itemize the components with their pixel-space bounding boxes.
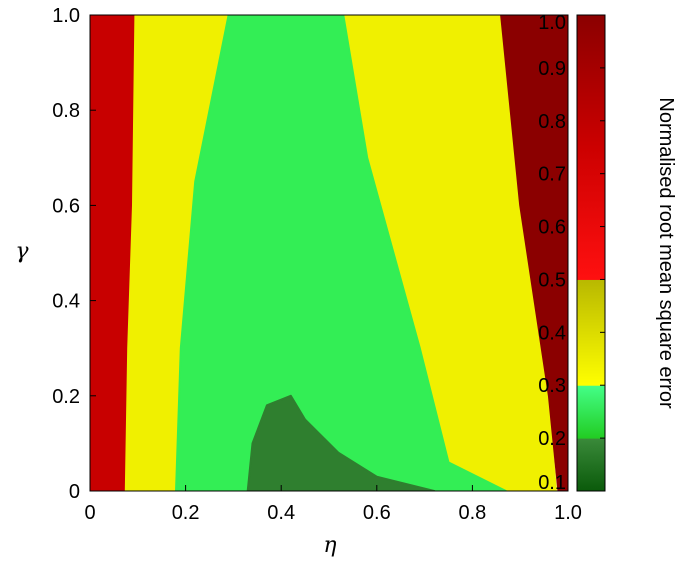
y-axis-label: γ [15, 239, 29, 264]
heatmap-regions [90, 15, 568, 491]
x-axis-label: η [323, 533, 336, 558]
colorbar-frame [576, 14, 606, 492]
x-tick-label: 0.2 [172, 502, 200, 524]
colorbar-tick-label: 0.9 [538, 58, 566, 80]
x-tick-label: 1.0 [554, 502, 582, 524]
x-axis: 0 0.2 0.4 0.6 0.8 1.0 [84, 485, 582, 524]
colorbar-band [577, 438, 605, 492]
y-axis: 0 0.2 0.4 0.6 0.8 1.0 [52, 5, 96, 503]
x-tick-label: 0.4 [267, 502, 295, 524]
colorbar-tick-label: 0.3 [538, 375, 566, 397]
colorbar: 0.1 0.2 0.3 0.4 0.5 0.6 0.7 0.8 0.9 1.0 [538, 12, 606, 494]
x-tick-label: 0.8 [458, 502, 486, 524]
colorbar-tick-label: 0.8 [538, 111, 566, 133]
colorbar-band [577, 385, 605, 439]
region-error-below-0.2 [246, 394, 436, 491]
colorbar-tick-label: 0.6 [538, 217, 566, 239]
colorbar-band [577, 15, 605, 148]
colorbar-band [577, 147, 605, 280]
y-tick-label: 1.0 [52, 5, 80, 27]
y-tick-label: 0.8 [52, 100, 80, 122]
plot-frame [89, 14, 569, 492]
y-tick-label: 0.6 [52, 195, 80, 217]
region-error-above-0.5-high-eta [500, 15, 568, 491]
colorbar-tick-label: 0.5 [538, 269, 566, 291]
region-error-0.2-0.3 [175, 15, 507, 491]
colorbar-title: Normalised root mean square error [655, 97, 677, 409]
colorbar-tick-label: 0.4 [538, 322, 566, 344]
y-tick-label: 0.2 [52, 386, 80, 408]
colorbar-tick-label: 0.7 [538, 164, 566, 186]
y-tick-label: 0 [69, 481, 80, 503]
colorbar-tick-label: 1.0 [538, 12, 566, 34]
colorbar-tick-label: 0.2 [538, 428, 566, 450]
colorbar-tick-label: 0.1 [538, 472, 566, 494]
x-tick-label: 0 [84, 502, 95, 524]
y-tick-label: 0.4 [52, 291, 80, 313]
x-tick-label: 0.6 [363, 502, 391, 524]
